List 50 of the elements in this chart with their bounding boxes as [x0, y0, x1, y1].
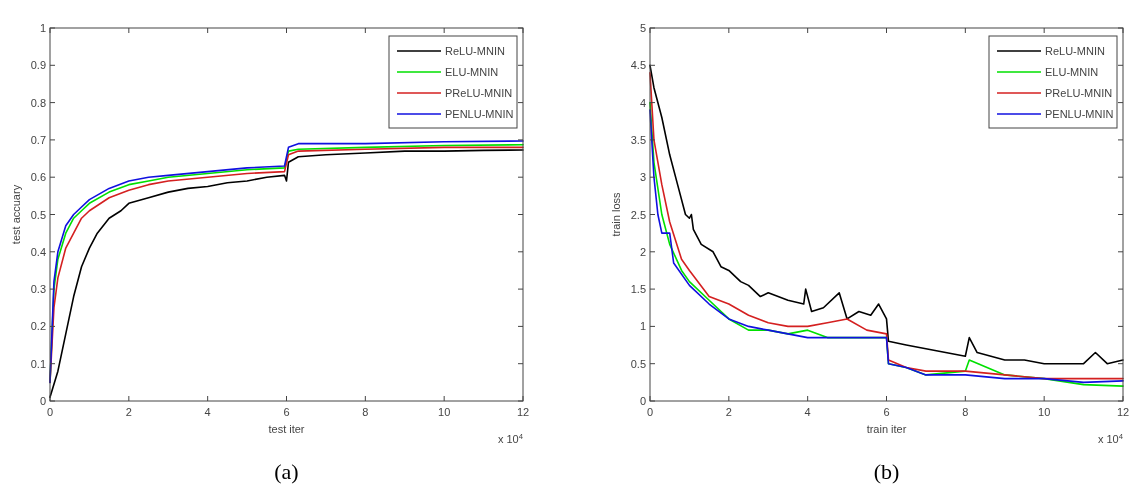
y-tick-label: 0.6 — [30, 171, 46, 184]
legend-label: PENLU-MNIN — [445, 108, 514, 120]
y-tick-label: 4.5 — [630, 59, 646, 72]
text: x 10$^{4}$ — [497, 431, 524, 445]
x-tick-label: 4 — [804, 406, 811, 418]
y-tick-label: 0.2 — [30, 320, 46, 333]
y-tick-label: 0.5 — [630, 357, 646, 370]
y-tick-label: 1.5 — [630, 283, 646, 296]
y-tick-label: 5 — [639, 22, 646, 34]
x-tick-label: 10 — [1038, 406, 1051, 418]
x-tick-label: 2 — [725, 406, 732, 418]
x-tick-label: 6 — [283, 406, 290, 418]
x-tick-label: 2 — [125, 406, 132, 418]
x-tick-label: 8 — [962, 406, 969, 418]
legend-label: ELU-MNIN — [1045, 66, 1099, 78]
x-tick-label: 12 — [1116, 406, 1130, 418]
y-tick-label: 3 — [639, 171, 646, 184]
x-tick-label: 4 — [204, 406, 211, 418]
x-tick-label: 12 — [516, 406, 530, 418]
y-tick-label: 2.5 — [630, 208, 646, 221]
legend-label: ReLU-MNIN — [445, 45, 505, 57]
x-tick-label: 10 — [438, 406, 451, 418]
y-tick-label: 0.9 — [30, 59, 46, 72]
y-tick-label: 0 — [639, 395, 646, 407]
text: (b) — [873, 459, 900, 484]
y-tick-label: 0.8 — [30, 96, 46, 109]
y-tick-label: 1 — [39, 22, 46, 34]
y-tick-label: 2 — [639, 245, 646, 258]
text: (a) — [274, 459, 299, 484]
x-tick-label: 6 — [883, 406, 890, 418]
y-tick-label: 0.7 — [30, 133, 46, 146]
y-tick-label: 0 — [39, 395, 46, 407]
legend-label: ELU-MNIN — [445, 66, 499, 78]
legend-label: PReLU-MNIN — [1045, 87, 1113, 99]
x-axis-title: test iter — [268, 423, 305, 435]
x-tick-label: 8 — [362, 406, 369, 418]
y-tick-label: 3.5 — [630, 133, 646, 146]
y-tick-label: 0.3 — [30, 283, 46, 296]
y-tick-label: 0.4 — [30, 245, 46, 258]
y-axis-title: test accuary — [10, 184, 22, 245]
legend-label: PENLU-MNIN — [1045, 108, 1114, 120]
text: x 10$^{4}$ — [1097, 431, 1124, 445]
legend-label: ReLU-MNIN — [1045, 45, 1105, 57]
y-tick-label: 0.5 — [30, 208, 46, 221]
y-axis-title: train loss — [610, 192, 622, 237]
y-tick-label: 0.1 — [30, 357, 46, 370]
legend-label: PReLU-MNIN — [445, 87, 513, 99]
y-tick-label: 4 — [639, 96, 646, 109]
y-tick-label: 1 — [639, 320, 646, 333]
x-axis-title: train iter — [866, 423, 907, 435]
